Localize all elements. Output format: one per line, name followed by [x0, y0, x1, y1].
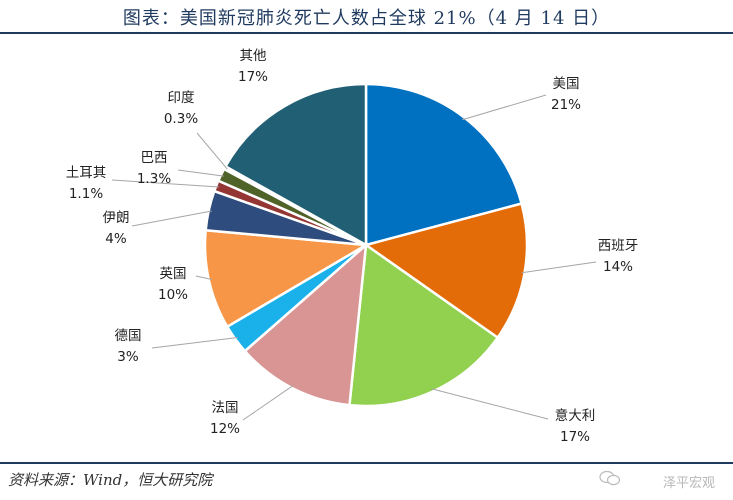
leader-line	[196, 132, 228, 170]
pie-slice	[203, 228, 370, 329]
slice-name-label: 德国	[115, 328, 142, 344]
slice-name-label: 印度	[168, 90, 195, 106]
watermark: 泽平宏观	[662, 476, 715, 491]
slice-name-label: 美国	[553, 76, 580, 92]
slice-value-label: 21%	[551, 97, 581, 113]
slice-value-label: 1.1%	[69, 186, 103, 202]
pie-slice	[363, 202, 529, 340]
slice-value-label: 10%	[158, 287, 188, 303]
leader-lines	[111, 94, 597, 421]
leader-line	[195, 275, 212, 280]
slice-name-label: 伊朗	[103, 210, 130, 226]
leader-line	[111, 179, 220, 188]
leader-line	[151, 337, 238, 349]
leader-line	[462, 94, 547, 121]
slice-value-label: 4%	[105, 231, 127, 247]
pie-slice	[364, 82, 524, 247]
source-note: 资料来源：Wind，恒大研究院	[8, 471, 213, 489]
pie-slice	[223, 82, 368, 248]
slice-labels: 美国 21% 西班牙 14% 意大利 17% 法国 12% 德国 3% 英国 10% 伊朗 4% 土耳其 1.…	[66, 48, 639, 445]
leader-line	[242, 384, 294, 421]
wechat-icon	[599, 470, 621, 486]
slice-value-label: 3%	[117, 349, 139, 365]
slice-name-label: 巴西	[141, 150, 168, 166]
source-rule	[0, 462, 733, 464]
leader-line	[131, 210, 212, 227]
leader-line	[177, 169, 224, 177]
slice-value-label: 0.3%	[164, 111, 198, 127]
pie-slice	[348, 242, 500, 408]
chart-title: 图表：美国新冠肺炎死亡人数占全球 21%（4 月 14 日）	[122, 8, 611, 29]
slice-name-label: 西班牙	[598, 238, 639, 254]
slice-value-label: 14%	[603, 259, 633, 275]
slice-value-label: 17%	[560, 429, 590, 445]
slice-name-label: 意大利	[555, 407, 596, 424]
title-rule	[0, 32, 733, 34]
pie-slices	[203, 82, 529, 408]
slice-value-label: 12%	[210, 421, 240, 437]
slice-name-label: 英国	[160, 265, 187, 282]
slice-name-label: 土耳其	[66, 165, 107, 181]
slice-value-label: 17%	[238, 69, 268, 85]
leader-line	[431, 388, 549, 420]
pie-slice	[243, 241, 368, 407]
slice-name-label: 法国	[212, 400, 239, 416]
slice-name-label: 其他	[240, 48, 267, 64]
slice-value-label: 1.3%	[137, 171, 171, 187]
leader-line	[521, 261, 597, 274]
